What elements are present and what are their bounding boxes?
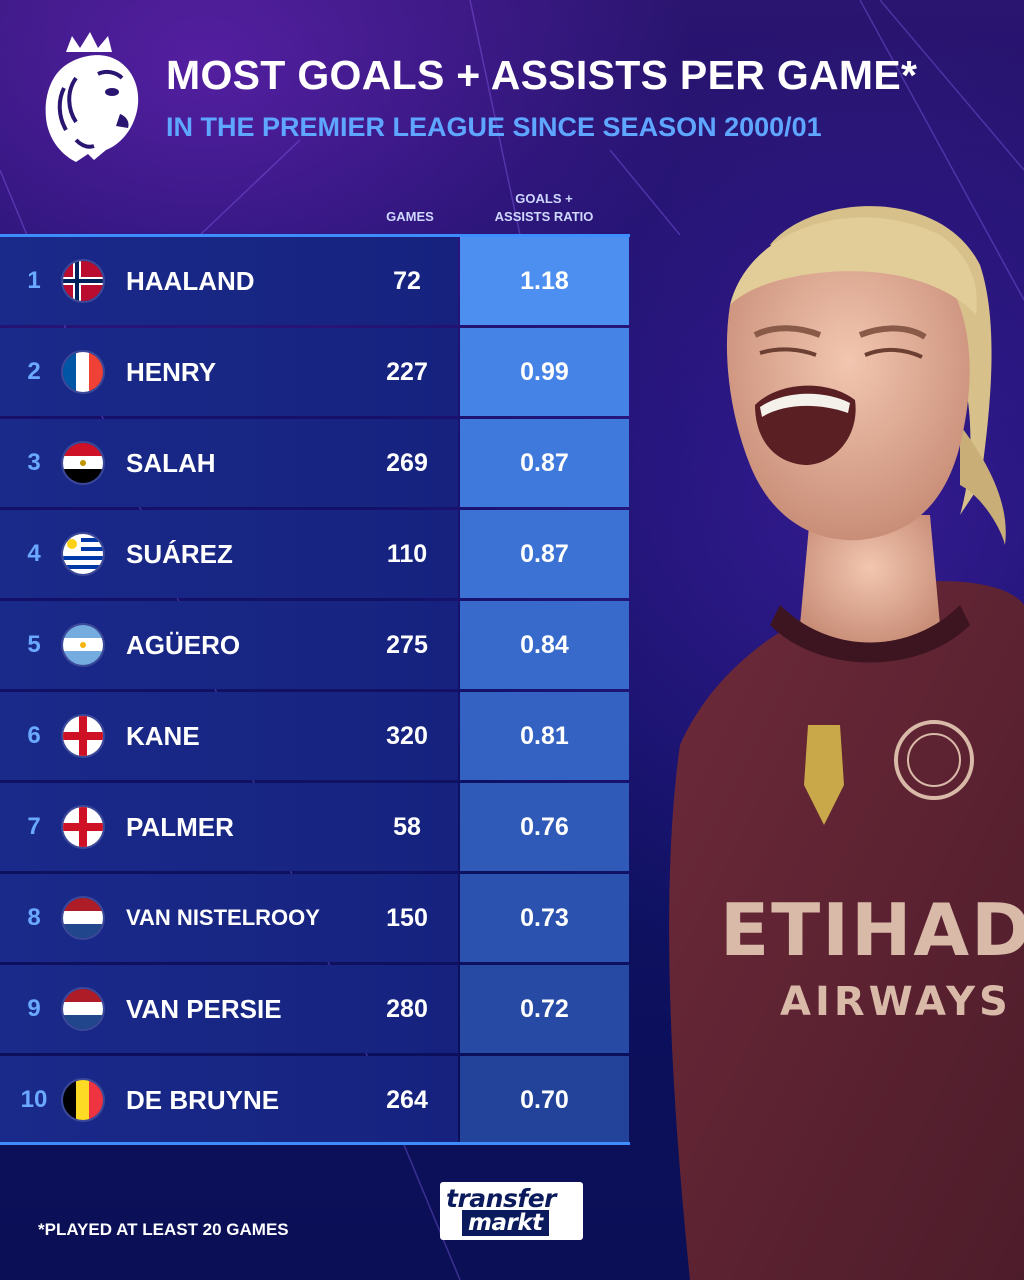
- games-count: 320: [386, 721, 428, 750]
- player-name: SUÁREZ: [126, 538, 233, 569]
- player-name: KANE: [126, 720, 200, 751]
- ratio-value: 0.70: [460, 1056, 629, 1144]
- uruguay-flag-icon: [63, 534, 103, 574]
- transfermarkt-logo-line2: markt: [462, 1210, 549, 1236]
- belgium-flag-icon: [63, 1080, 103, 1120]
- france-flag-icon: [63, 352, 103, 392]
- player-name: VAN NISTELROOY: [126, 905, 320, 930]
- column-header-ratio-line1: GOALS +: [515, 191, 573, 206]
- footnote: *PLAYED AT LEAST 20 GAMES: [38, 1220, 289, 1239]
- table-row: 6 KANE 320 0.81: [0, 692, 630, 780]
- games-count: 58: [393, 812, 421, 841]
- rank-number: 6: [27, 722, 41, 749]
- rank-number: 9: [27, 995, 41, 1022]
- games-count: 280: [386, 994, 428, 1023]
- rank-number: 7: [27, 813, 41, 840]
- ratio-value: 0.87: [460, 419, 629, 507]
- rank-number: 4: [27, 540, 41, 567]
- page-title: MOST GOALS + ASSISTS PER GAME*: [166, 52, 918, 98]
- netherlands-flag-icon: [63, 898, 103, 938]
- player-name: VAN PERSIE: [126, 993, 282, 1024]
- ratio-value: 0.99: [460, 328, 629, 416]
- games-count: 227: [386, 357, 428, 386]
- rank-number: 5: [27, 631, 41, 658]
- rank-number: 1: [27, 267, 41, 294]
- player-name: HENRY: [126, 356, 217, 387]
- rank-number: 10: [20, 1086, 48, 1113]
- games-count: 150: [386, 903, 428, 932]
- svg-text:ETIHAD: ETIHAD: [720, 888, 1024, 972]
- egypt-flag-icon: [63, 443, 103, 483]
- transfermarkt-logo-line1: transfer: [446, 1184, 557, 1213]
- ratio-value: 0.76: [460, 783, 629, 871]
- player-name: PALMER: [126, 811, 234, 842]
- table-row: 4 SUÁREZ 110 0.87: [0, 510, 630, 598]
- page-subtitle: IN THE PREMIER LEAGUE SINCE SEASON 2000/…: [166, 112, 822, 142]
- ratio-value: 0.72: [460, 965, 629, 1053]
- games-count: 275: [386, 630, 428, 659]
- rank-number: 2: [27, 358, 41, 385]
- argentina-flag-icon: [63, 625, 103, 665]
- rank-number: 3: [27, 449, 41, 476]
- player-name: AGÜERO: [126, 629, 241, 660]
- column-header-ratio-line2: ASSISTS RATIO: [494, 209, 594, 224]
- player-name: HAALAND: [126, 265, 255, 296]
- england-flag-icon: [63, 716, 103, 756]
- netherlands-flag-icon: [63, 989, 103, 1029]
- table-row: 5 AGÜERO 275 0.84: [0, 601, 630, 689]
- player-name: DE BRUYNE: [126, 1084, 280, 1115]
- column-header-ratio: GOALS + ASSISTS RATIO: [460, 190, 628, 226]
- table-row: 3 SALAH 269 0.87: [0, 419, 630, 507]
- player-name: SALAH: [126, 447, 216, 478]
- table-bottom-divider: [0, 1142, 630, 1145]
- rank-number: 8: [27, 904, 41, 931]
- premier-league-lion-icon: [45, 32, 139, 163]
- table-row: 10 DE BRUYNE 264 0.70: [0, 1056, 630, 1144]
- svg-text:AIRWAYS: AIRWAYS: [780, 979, 1012, 1025]
- transfermarkt-logo: transfer markt: [440, 1182, 583, 1240]
- table-top-divider: [0, 234, 630, 237]
- table-row: 2 HENRY 227 0.99: [0, 328, 630, 416]
- table-row: 9 VAN PERSIE 280 0.72: [0, 965, 630, 1053]
- ratio-value: 1.18: [460, 237, 629, 325]
- games-count: 264: [386, 1085, 428, 1114]
- player-photo: ETIHAD AIRWAYS: [669, 206, 1024, 1280]
- ratio-value: 0.87: [460, 510, 629, 598]
- table-row: 7 PALMER 58 0.76: [0, 783, 630, 871]
- column-header-games: GAMES: [386, 209, 434, 224]
- table-row: 8 VAN NISTELROOY 150 0.73: [0, 874, 630, 962]
- ratio-value: 0.84: [460, 601, 629, 689]
- norway-flag-icon: [63, 261, 103, 301]
- games-count: 110: [386, 539, 428, 568]
- ratio-value: 0.81: [460, 692, 629, 780]
- table-row: 1 HAALAND 72 1.18: [0, 237, 630, 325]
- games-count: 269: [386, 448, 428, 477]
- ratio-value: 0.73: [460, 874, 629, 962]
- games-count: 72: [393, 266, 421, 295]
- england-flag-icon: [63, 807, 103, 847]
